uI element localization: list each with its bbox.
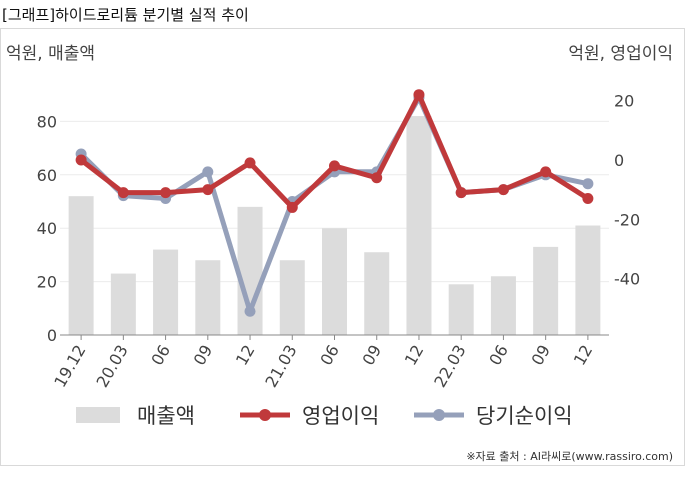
bar <box>490 276 516 335</box>
data-point <box>244 157 256 169</box>
bar <box>195 260 221 335</box>
legend-label: 영업이익 <box>302 404 379 428</box>
x-tick-label: 20.03 <box>92 342 131 391</box>
x-tick-label: 22.03 <box>430 342 469 391</box>
line-series <box>75 89 594 317</box>
right-axis-label: 억원, 영업이익 <box>568 44 673 64</box>
data-point <box>244 305 256 317</box>
bar <box>448 284 474 335</box>
x-tick-label: 12 <box>570 342 597 369</box>
legend-marker <box>433 409 445 421</box>
left-tick-label: 0 <box>47 326 57 345</box>
data-point <box>75 154 87 166</box>
source-note: ※자료 출처 : AI라씨로(www.rassiro.com) <box>466 450 673 463</box>
x-tick-label: 12 <box>232 342 259 369</box>
right-tick-label: -20 <box>614 210 640 229</box>
bar <box>364 252 390 335</box>
x-tick-label: 09 <box>359 342 386 369</box>
page-title: [그래프]하이드로리튬 분기별 실적 추이 <box>2 6 249 24</box>
x-tick-label: 09 <box>527 342 554 369</box>
x-tick-label: 06 <box>316 342 343 369</box>
bar <box>575 225 601 335</box>
bar-series <box>68 116 601 335</box>
bar <box>406 116 432 335</box>
data-point <box>286 201 298 213</box>
data-point <box>202 184 214 196</box>
bar <box>68 196 94 335</box>
x-tick-label: 06 <box>485 342 512 369</box>
data-point <box>117 187 129 199</box>
legend: 매출액 영업이익 당기순이익 <box>76 404 573 428</box>
left-tick-label: 40 <box>37 219 57 238</box>
right-tick-label: 0 <box>614 151 624 170</box>
bar <box>153 249 179 335</box>
x-tick-label: 06 <box>147 342 174 369</box>
data-point <box>413 89 425 101</box>
bar <box>279 260 305 335</box>
data-point <box>455 187 467 199</box>
data-point <box>160 187 172 199</box>
bar <box>533 246 559 335</box>
left-axis-label: 억원, 매출액 <box>6 44 95 64</box>
x-tick-label: 21.03 <box>261 342 300 391</box>
data-point <box>202 166 214 178</box>
legend-label: 당기순이익 <box>476 404 573 428</box>
left-tick-label: 80 <box>37 112 57 131</box>
series-line <box>78 92 591 210</box>
data-point <box>371 172 383 184</box>
right-tick-label: -40 <box>614 270 640 289</box>
x-tick-label: 19.12 <box>50 342 89 391</box>
x-tick-label: 12 <box>401 342 428 369</box>
data-point <box>582 193 594 205</box>
data-point <box>540 166 552 178</box>
right-tick-label: 20 <box>614 92 634 111</box>
x-tick-label: 09 <box>190 342 217 369</box>
data-point <box>497 184 509 196</box>
left-tick-label: 20 <box>37 273 57 292</box>
data-point <box>582 178 594 190</box>
left-tick-label: 60 <box>37 166 57 185</box>
legend-marker <box>259 409 271 421</box>
bar <box>322 228 347 335</box>
data-point <box>329 160 340 172</box>
legend-swatch <box>76 407 120 423</box>
bar <box>110 273 136 335</box>
legend-label: 매출액 <box>137 404 195 428</box>
